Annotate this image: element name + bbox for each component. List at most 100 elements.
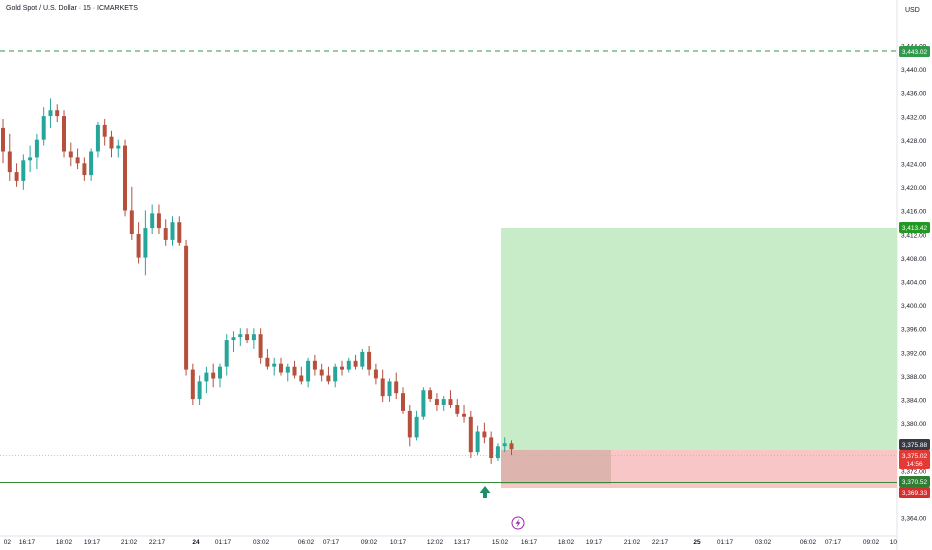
- candle[interactable]: [21, 154, 26, 190]
- candle[interactable]: [238, 328, 243, 346]
- candle[interactable]: [102, 119, 107, 146]
- candle[interactable]: [319, 363, 324, 382]
- candle[interactable]: [245, 328, 250, 344]
- candle[interactable]: [62, 110, 66, 158]
- currency-label[interactable]: USD: [905, 7, 920, 14]
- candle[interactable]: [109, 130, 114, 158]
- candle[interactable]: [265, 349, 270, 370]
- candle[interactable]: [434, 393, 439, 411]
- current-price-tag[interactable]: 3,375.88: [899, 439, 930, 450]
- candle[interactable]: [475, 425, 480, 456]
- entry-price-value: 3,370.52: [902, 479, 928, 486]
- target-price-tag[interactable]: 3,413.42: [899, 222, 930, 233]
- candle[interactable]: [14, 163, 19, 187]
- candle[interactable]: [272, 357, 277, 376]
- candle[interactable]: [170, 216, 175, 246]
- candle[interactable]: [387, 378, 392, 403]
- candle[interactable]: [428, 387, 433, 402]
- candle[interactable]: [143, 210, 148, 276]
- candle[interactable]: [41, 107, 46, 146]
- candle[interactable]: [489, 431, 494, 464]
- candle[interactable]: [455, 399, 460, 417]
- candle[interactable]: [367, 346, 372, 376]
- candle[interactable]: [231, 331, 236, 352]
- candle[interactable]: [509, 440, 514, 456]
- candle[interactable]: [401, 387, 405, 414]
- candles-layer[interactable]: [1, 98, 514, 464]
- candle[interactable]: [468, 410, 473, 459]
- time-tick-label: 18:02: [558, 539, 575, 546]
- candle[interactable]: [177, 216, 182, 246]
- candle-body: [421, 390, 426, 417]
- candle[interactable]: [211, 363, 216, 388]
- dashed-level-tag[interactable]: 3,443.02: [899, 46, 930, 57]
- candle[interactable]: [68, 142, 73, 167]
- candle[interactable]: [407, 405, 412, 447]
- candle[interactable]: [346, 357, 351, 373]
- target-zone[interactable]: [501, 228, 897, 450]
- candle[interactable]: [414, 410, 419, 441]
- candle-body: [482, 431, 487, 438]
- candle[interactable]: [156, 204, 161, 235]
- buy-arrow-icon[interactable]: [479, 486, 491, 498]
- candle[interactable]: [1, 119, 5, 164]
- candle[interactable]: [448, 390, 453, 408]
- last-price-tag[interactable]: 3,375.02 14:56: [899, 450, 930, 469]
- candle[interactable]: [28, 145, 33, 173]
- candle[interactable]: [502, 437, 507, 453]
- candle[interactable]: [55, 104, 60, 122]
- candle[interactable]: [279, 357, 283, 376]
- entry-price-tag[interactable]: 3,370.52: [899, 476, 930, 487]
- candle[interactable]: [394, 372, 399, 400]
- candle[interactable]: [495, 443, 500, 461]
- candle[interactable]: [292, 360, 297, 379]
- candle[interactable]: [34, 133, 39, 170]
- candle[interactable]: [163, 219, 168, 246]
- candle-body: [468, 416, 473, 453]
- candle[interactable]: [197, 375, 202, 406]
- candle[interactable]: [299, 366, 304, 385]
- candle[interactable]: [360, 349, 365, 370]
- stop-price-tag[interactable]: 3,369.33: [899, 487, 930, 498]
- symbol-title[interactable]: Gold Spot / U.S. Dollar · 15 · ICMARKETS: [6, 5, 138, 12]
- candle[interactable]: [340, 360, 344, 376]
- candle[interactable]: [116, 139, 121, 158]
- candle-body: [177, 222, 182, 243]
- candle[interactable]: [482, 422, 487, 444]
- candle[interactable]: [184, 239, 189, 376]
- candle[interactable]: [75, 148, 80, 170]
- candle[interactable]: [373, 363, 378, 385]
- candle[interactable]: [48, 98, 53, 128]
- candle[interactable]: [285, 363, 290, 382]
- candle[interactable]: [462, 405, 466, 423]
- candle[interactable]: [136, 222, 141, 264]
- candle[interactable]: [441, 396, 446, 411]
- candle[interactable]: [89, 148, 94, 181]
- candle[interactable]: [82, 157, 87, 181]
- candle[interactable]: [204, 366, 209, 394]
- candle-body: [7, 151, 12, 173]
- candle[interactable]: [251, 328, 256, 349]
- candle[interactable]: [380, 369, 385, 402]
- candle-body: [509, 443, 514, 450]
- candle[interactable]: [353, 354, 358, 370]
- candle[interactable]: [312, 354, 317, 376]
- candle[interactable]: [7, 133, 12, 181]
- candle[interactable]: [224, 334, 229, 376]
- candle[interactable]: [190, 363, 195, 405]
- time-tick-label: 25: [693, 539, 701, 546]
- candle-body: [333, 366, 338, 382]
- candle[interactable]: [150, 204, 155, 235]
- candle[interactable]: [333, 363, 338, 388]
- candle[interactable]: [218, 363, 222, 388]
- time-axis-labels: 02 16:17 18:02 19:17 21:02 22:17 24 01:17 03:02 0…: [4, 539, 898, 546]
- candle[interactable]: [306, 357, 311, 388]
- candle[interactable]: [421, 387, 426, 420]
- candle[interactable]: [326, 366, 331, 385]
- candle[interactable]: [95, 122, 100, 158]
- lightning-event-icon[interactable]: [511, 516, 525, 530]
- candle[interactable]: [129, 186, 134, 240]
- candle[interactable]: [258, 328, 263, 364]
- candle[interactable]: [123, 139, 127, 217]
